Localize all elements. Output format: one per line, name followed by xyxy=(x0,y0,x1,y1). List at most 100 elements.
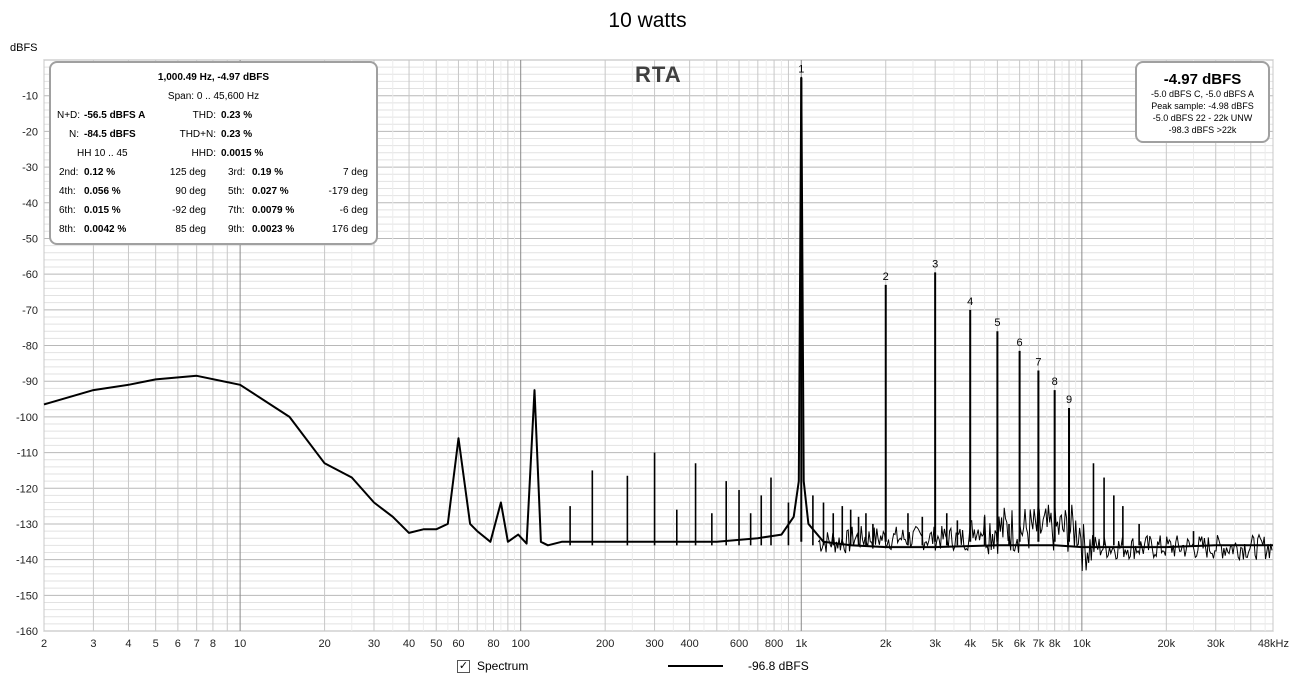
x-tick-label: 7 xyxy=(194,638,200,650)
harmonic-phase: -6 deg xyxy=(339,205,368,216)
y-tick-label: -70 xyxy=(22,305,38,317)
harmonic-phase: 85 deg xyxy=(175,224,206,235)
x-tick-label: 8 xyxy=(210,638,216,650)
x-tick-label: 200 xyxy=(596,638,614,650)
y-tick-label: -60 xyxy=(22,269,38,281)
harmonic-value: 0.056 % xyxy=(84,186,121,197)
spectrum-checkbox[interactable]: ✓ xyxy=(457,660,470,673)
x-tick-label: 400 xyxy=(680,638,698,650)
minor-grid xyxy=(43,59,1274,632)
thdn-label: THD+N: xyxy=(179,129,216,140)
harmonic-marker-label: 8 xyxy=(1052,376,1058,388)
level-meter-panel: -4.97 dBFS -5.0 dBFS C, -5.0 dBFS A Peak… xyxy=(1135,61,1270,143)
harmonic-phase: 176 deg xyxy=(331,224,368,235)
y-tick-label: -100 xyxy=(16,412,38,424)
harmonic-value: 0.0079 % xyxy=(252,205,295,216)
distortion-stats-panel: 1,000.49 Hz, -4.97 dBFS Span: 0 .. 45,60… xyxy=(49,61,378,245)
harmonic-marker-label: 7 xyxy=(1035,356,1041,368)
x-tick-label: 5 xyxy=(153,638,159,650)
rta-label: RTA xyxy=(635,62,682,87)
thdn-value: 0.23 % xyxy=(221,129,253,140)
y-tick-label: -130 xyxy=(16,519,38,531)
x-tick-label: 1k xyxy=(795,638,807,650)
harmonic-marker-label: 9 xyxy=(1066,394,1072,406)
x-tick-label: 50 xyxy=(430,638,442,650)
y-tick-label: -50 xyxy=(22,233,38,245)
x-tick-label: 10k xyxy=(1073,638,1091,650)
harmonic-phase: -92 deg xyxy=(172,205,206,216)
x-tick-label: 6 xyxy=(175,638,181,650)
harmonic-phase: 125 deg xyxy=(169,167,206,178)
y-tick-labels: -10 -20 -30 -40 -50 -60 -70 -80 -90 -100 -110 -120 -… xyxy=(16,91,38,638)
n-label: N: xyxy=(69,129,79,140)
y-axis-label: dBFS xyxy=(10,42,38,54)
x-tick-label: 100 xyxy=(512,638,530,650)
harmonic-label: 7th: xyxy=(228,205,245,216)
y-tick-label: -90 xyxy=(22,376,38,388)
x-tick-label: 48kHz xyxy=(1258,638,1289,650)
legend: ✓ Spectrum -96.8 dBFS xyxy=(0,658,1295,678)
x-tick-label: 7k xyxy=(1033,638,1045,650)
hh-range: HH 10 .. 45 xyxy=(77,148,128,159)
x-tick-label: 300 xyxy=(645,638,663,650)
harmonic-label: 5th: xyxy=(228,186,245,197)
harmonic-marker-label: 2 xyxy=(883,271,889,283)
harmonic-phase: 90 deg xyxy=(175,186,206,197)
harmonic-value: 0.027 % xyxy=(252,186,289,197)
x-tick-label: 60 xyxy=(452,638,464,650)
harmonic-value: 0.19 % xyxy=(252,167,284,178)
level-peak-sample: Peak sample: -4.98 dBFS xyxy=(1151,101,1254,111)
harmonic-marker-label: 4 xyxy=(967,296,973,308)
thd-value: 0.23 % xyxy=(221,110,253,121)
level-unweighted: -5.0 dBFS 22 - 22k UNW xyxy=(1152,113,1253,123)
y-tick-label: -120 xyxy=(16,483,38,495)
y-tick-label: -150 xyxy=(16,590,38,602)
x-tick-label: 80 xyxy=(487,638,499,650)
x-tick-label: 5k xyxy=(992,638,1004,650)
noise-floor xyxy=(817,504,1273,572)
harmonic-marker-label: 3 xyxy=(932,258,938,270)
harmonic-label: 4th: xyxy=(59,186,76,197)
legend-line-swatch xyxy=(668,665,723,667)
x-tick-label: 20k xyxy=(1157,638,1175,650)
x-tick-label: 800 xyxy=(765,638,783,650)
x-tick-label: 4 xyxy=(125,638,131,650)
level-weighted: -5.0 dBFS C, -5.0 dBFS A xyxy=(1150,89,1255,99)
x-tick-label: 3k xyxy=(929,638,941,650)
x-tick-label: 600 xyxy=(730,638,748,650)
y-tick-label: -160 xyxy=(16,626,38,638)
y-tick-label: -10 xyxy=(22,91,38,103)
y-tick-label: -110 xyxy=(17,448,38,460)
harmonic-label: 9th: xyxy=(228,224,245,235)
harmonic-value: 0.0042 % xyxy=(84,224,127,235)
harmonic-label: 6th: xyxy=(59,205,76,216)
stats-fundamental: 1,000.49 Hz, -4.97 dBFS xyxy=(157,72,270,83)
spectrum-legend-label[interactable]: Spectrum xyxy=(477,659,529,673)
harmonic-marker-label: 1 xyxy=(798,64,804,76)
x-tick-labels: 2 3 4 5 6 7 8 10 20 30 40 50 60 80 100 200 300 400 600 800 1… xyxy=(41,638,1289,650)
chart-title: 10 watts xyxy=(608,9,687,32)
y-tick-label: -20 xyxy=(22,126,38,138)
stats-span: Span: 0 .. 45,600 Hz xyxy=(167,91,260,102)
x-tick-label: 8k xyxy=(1049,638,1061,650)
x-tick-label: 3 xyxy=(90,638,96,650)
y-tick-label: -80 xyxy=(22,341,38,353)
x-tick-label: 2k xyxy=(880,638,892,650)
harmonic-value: 0.0023 % xyxy=(252,224,295,235)
x-tick-label: 6k xyxy=(1014,638,1026,650)
x-tick-label: 4k xyxy=(964,638,976,650)
x-tick-label: 2 xyxy=(41,638,47,650)
thd-label: THD: xyxy=(192,110,216,121)
harmonic-phase: 7 deg xyxy=(342,167,368,178)
hhd-label: HHD: xyxy=(191,148,216,159)
harmonic-marker-label: 5 xyxy=(994,317,1000,329)
x-tick-label: 30k xyxy=(1207,638,1225,650)
legend-level-value: -96.8 dBFS xyxy=(748,659,809,673)
y-tick-label: -30 xyxy=(22,162,38,174)
harmonic-value: 0.12 % xyxy=(84,167,116,178)
nd-value: -56.5 dBFS A xyxy=(84,110,146,121)
nd-label: N+D: xyxy=(57,110,81,121)
level-above-22k: -98.3 dBFS >22k xyxy=(1168,125,1237,135)
